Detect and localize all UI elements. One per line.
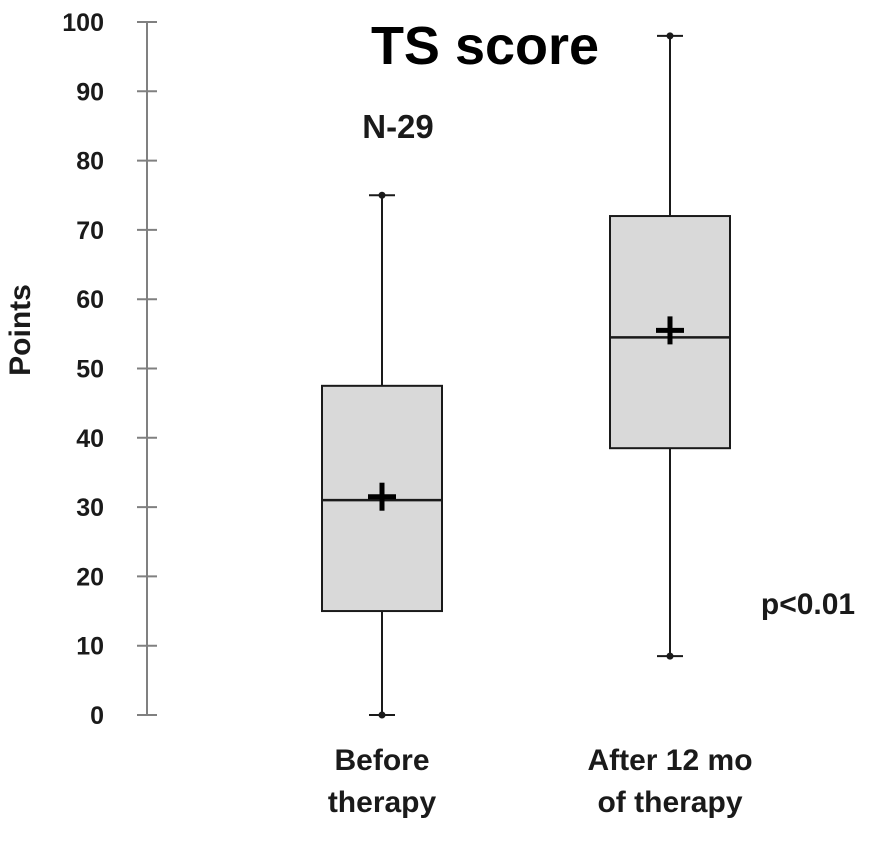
box-group-2 bbox=[609, 32, 731, 660]
min-point bbox=[378, 711, 386, 719]
y-axis: 0 10 20 30 40 50 60 70 80 90 100 bbox=[62, 9, 157, 730]
box-plot-series bbox=[321, 32, 731, 719]
max-point bbox=[378, 191, 386, 199]
y-tick-label: 10 bbox=[76, 633, 104, 661]
y-tick-label: 30 bbox=[76, 494, 104, 522]
category-label: of therapy bbox=[597, 786, 742, 819]
y-tick-label: 50 bbox=[76, 356, 104, 384]
min-point bbox=[666, 652, 674, 660]
category-label: After 12 mo bbox=[587, 744, 752, 777]
p-value-annotation: p<0.01 bbox=[761, 588, 855, 621]
category-label: therapy bbox=[328, 786, 437, 819]
y-tick-label: 80 bbox=[76, 148, 104, 176]
y-tick-label: 90 bbox=[76, 78, 104, 106]
y-tick-label: 60 bbox=[76, 286, 104, 314]
y-tick-label: 70 bbox=[76, 217, 104, 245]
chart-subtitle: N-29 bbox=[362, 108, 434, 145]
category-labels: Before therapy After 12 mo of therapy bbox=[328, 744, 753, 819]
y-tick-label: 0 bbox=[90, 702, 104, 730]
category-label: Before bbox=[334, 744, 429, 777]
y-tick-label: 20 bbox=[76, 563, 104, 591]
y-tick-label: 40 bbox=[76, 425, 104, 453]
y-axis-label: Points bbox=[4, 284, 37, 376]
box-group-1 bbox=[321, 191, 443, 719]
chart-title: TS score bbox=[371, 16, 599, 76]
y-tick-label: 100 bbox=[62, 9, 104, 37]
max-point bbox=[666, 32, 674, 40]
